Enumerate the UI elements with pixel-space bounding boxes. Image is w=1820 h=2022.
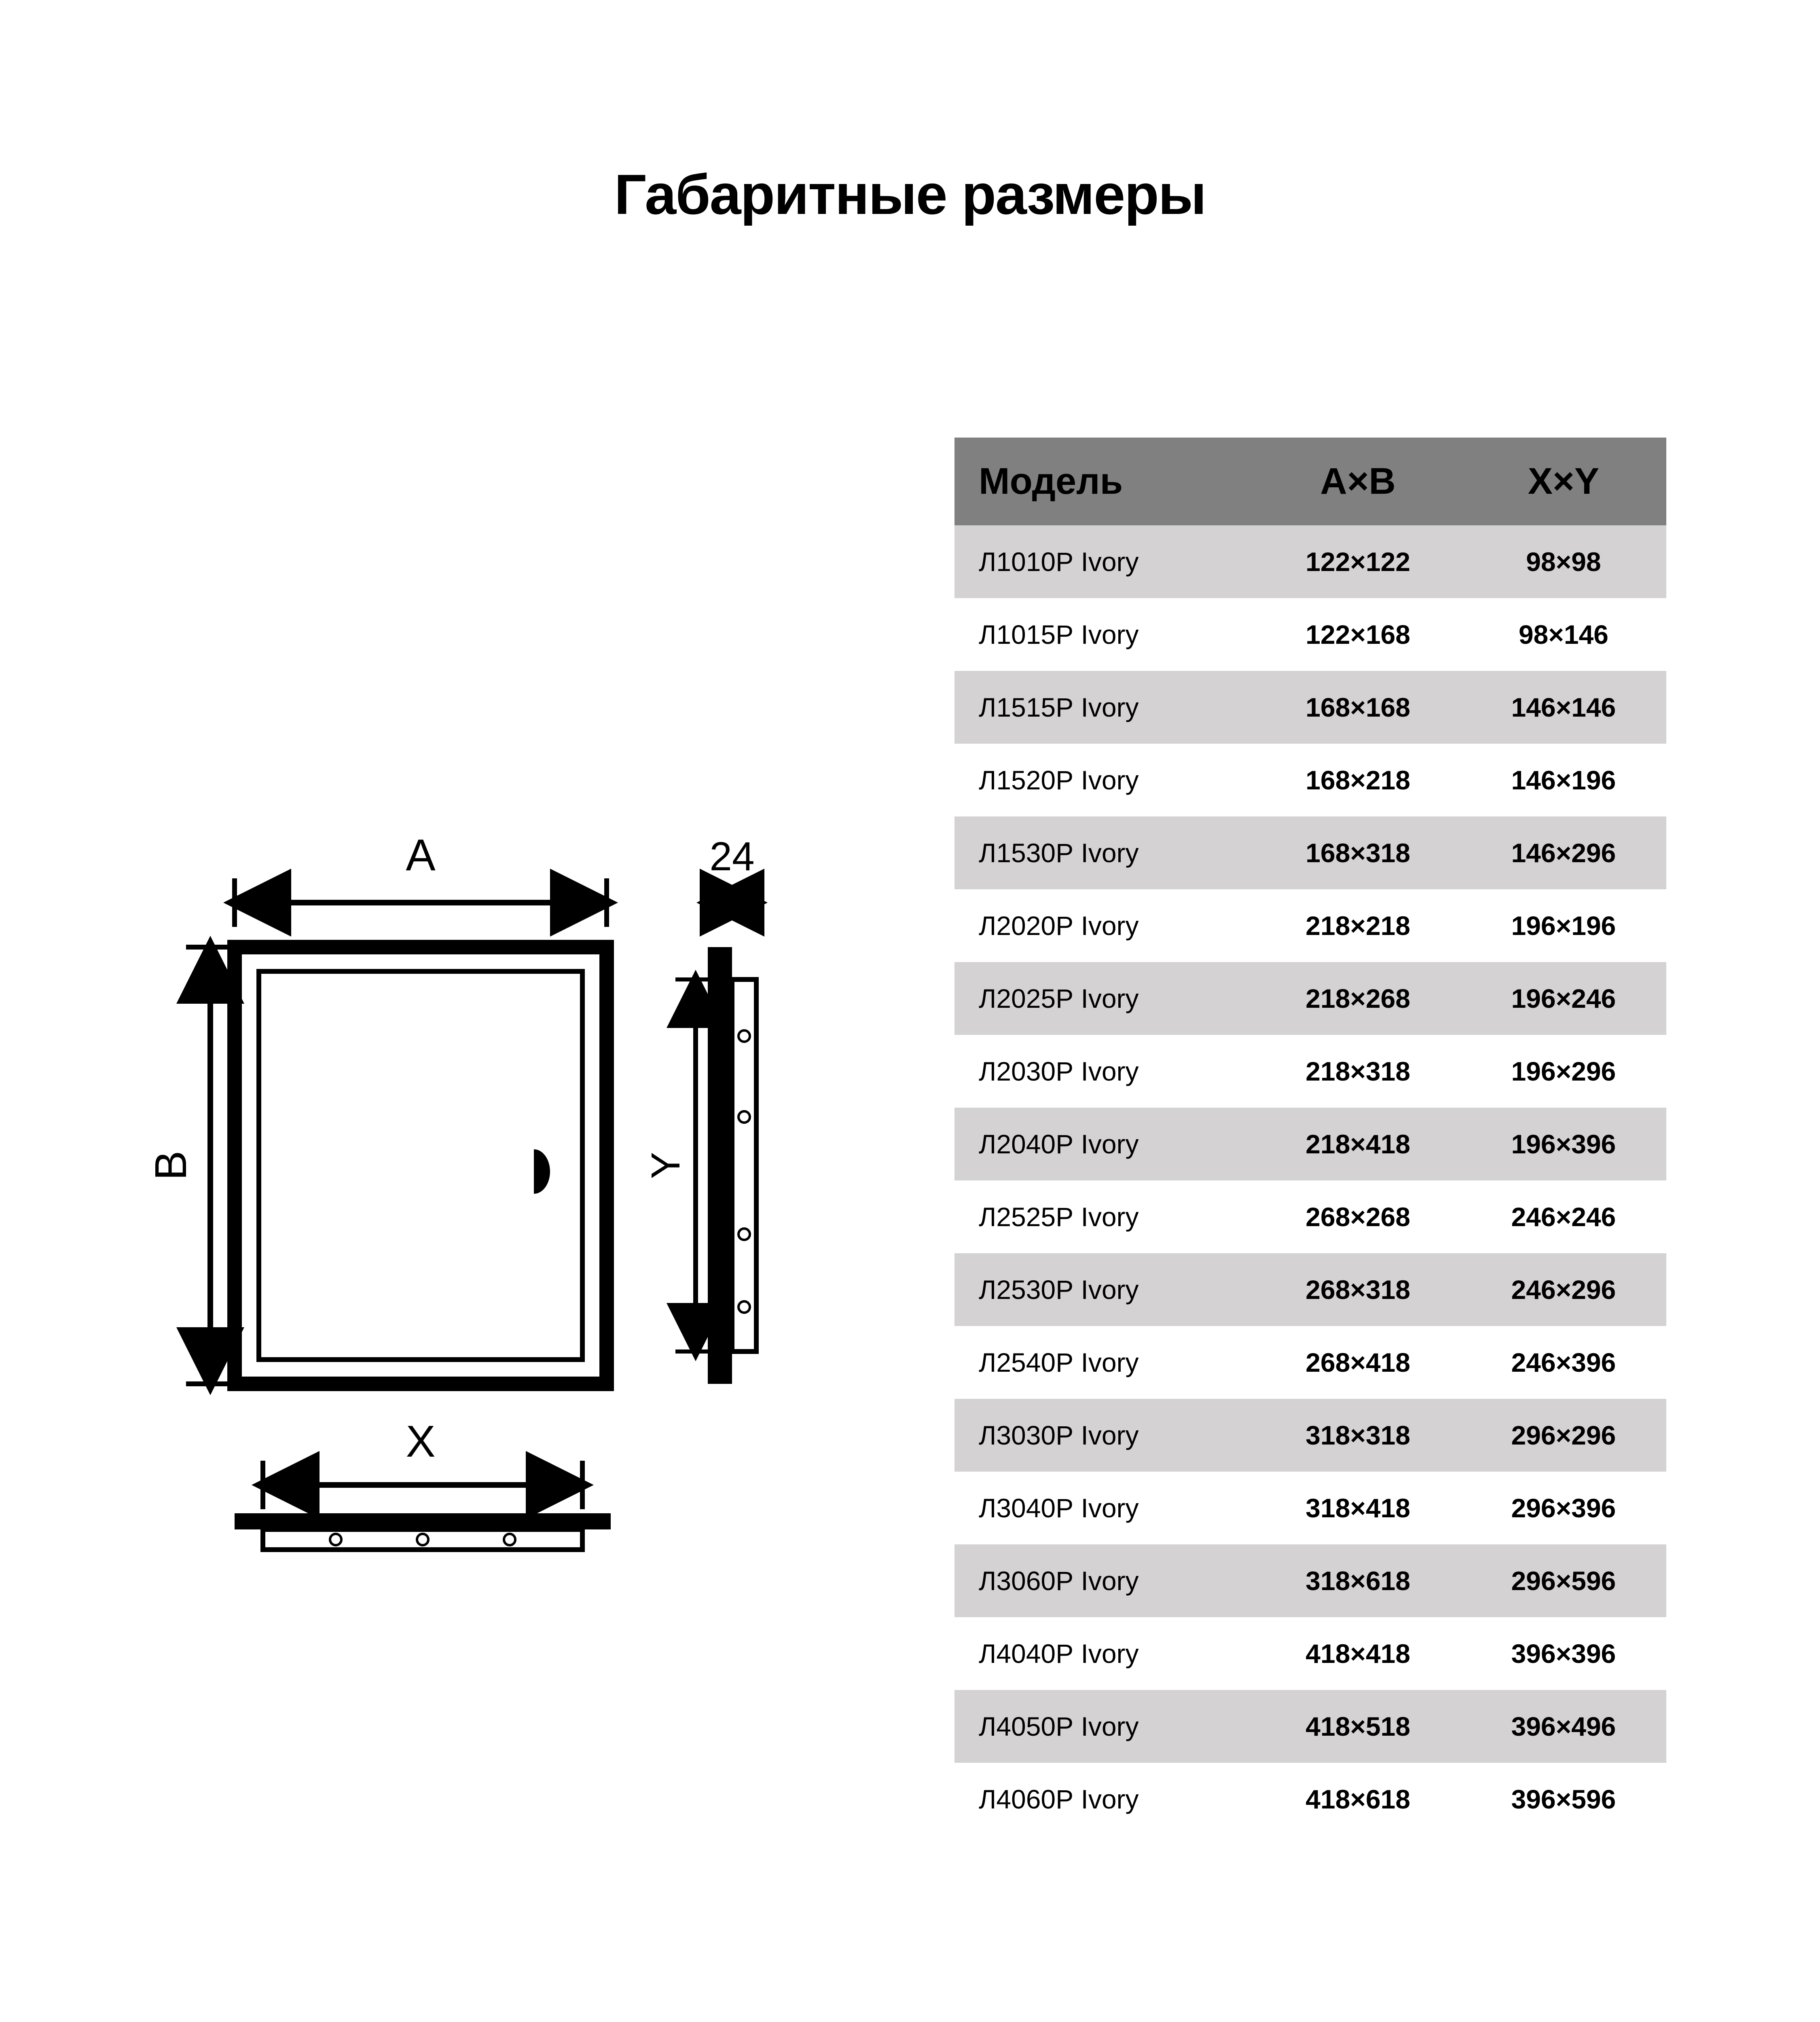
- model-cell: Л3040Р Ivory: [954, 1472, 1255, 1544]
- model-cell: Л4050Р Ivory: [954, 1690, 1255, 1763]
- label-b: B: [154, 1151, 196, 1180]
- ab-cell: 168×168: [1255, 671, 1460, 744]
- ab-cell: 168×318: [1255, 816, 1460, 889]
- table-row: Л2040Р Ivory218×418196×396: [954, 1108, 1666, 1180]
- model-cell: Л1515Р Ivory: [954, 671, 1255, 744]
- model-cell: Л1520Р Ivory: [954, 744, 1255, 816]
- xy-cell: 196×296: [1461, 1035, 1666, 1108]
- model-cell: Л2525Р Ivory: [954, 1180, 1255, 1253]
- xy-cell: 146×196: [1461, 744, 1666, 816]
- ab-cell: 122×122: [1255, 525, 1460, 598]
- table-row: Л4060Р Ivory418×618396×596: [954, 1763, 1666, 1836]
- table-row: Л1520Р Ivory168×218146×196: [954, 744, 1666, 816]
- label-x: X: [406, 1417, 435, 1466]
- xy-cell: 246×246: [1461, 1180, 1666, 1253]
- xy-cell: 296×396: [1461, 1472, 1666, 1544]
- model-cell: Л3060Р Ivory: [954, 1544, 1255, 1617]
- ab-cell: 418×618: [1255, 1763, 1460, 1836]
- ab-cell: 218×418: [1255, 1108, 1460, 1180]
- label-a: A: [406, 830, 436, 880]
- table-header-row: Модель A×B X×Y: [954, 438, 1666, 525]
- model-cell: Л3030Р Ivory: [954, 1399, 1255, 1472]
- table-row: Л1010Р Ivory122×12298×98: [954, 525, 1666, 598]
- table-row: Л4050Р Ivory418×518396×496: [954, 1690, 1666, 1763]
- table-row: Л2025Р Ivory218×268196×246: [954, 962, 1666, 1035]
- xy-cell: 296×296: [1461, 1399, 1666, 1472]
- label-y: Y: [643, 1152, 688, 1179]
- ab-cell: 418×518: [1255, 1690, 1460, 1763]
- ab-cell: 418×418: [1255, 1617, 1460, 1690]
- ab-cell: 268×418: [1255, 1326, 1460, 1399]
- model-cell: Л2020Р Ivory: [954, 889, 1255, 962]
- xy-cell: 246×396: [1461, 1326, 1666, 1399]
- model-cell: Л2530Р Ivory: [954, 1253, 1255, 1326]
- table-row: Л3030Р Ivory318×318296×296: [954, 1399, 1666, 1472]
- depth-label: 24: [709, 834, 754, 879]
- xy-cell: 246×296: [1461, 1253, 1666, 1326]
- table-row: Л3040Р Ivory318×418296×396: [954, 1472, 1666, 1544]
- diagram-column: A 24 B Y: [154, 438, 849, 1594]
- table-row: Л4040Р Ivory418×418396×396: [954, 1617, 1666, 1690]
- xy-cell: 98×98: [1461, 525, 1666, 598]
- header-model: Модель: [954, 438, 1255, 525]
- ab-cell: 218×218: [1255, 889, 1460, 962]
- page-title: Габаритные размеры: [154, 162, 1666, 227]
- table-row: Л2020Р Ivory218×218196×196: [954, 889, 1666, 962]
- ab-cell: 168×218: [1255, 744, 1460, 816]
- table-row: Л1015Р Ivory122×16898×146: [954, 598, 1666, 671]
- ab-cell: 318×418: [1255, 1472, 1460, 1544]
- table-row: Л2530Р Ivory268×318246×296: [954, 1253, 1666, 1326]
- xy-cell: 196×396: [1461, 1108, 1666, 1180]
- ab-cell: 218×318: [1255, 1035, 1460, 1108]
- xy-cell: 146×296: [1461, 816, 1666, 889]
- ab-cell: 218×268: [1255, 962, 1460, 1035]
- xy-cell: 396×396: [1461, 1617, 1666, 1690]
- xy-cell: 196×196: [1461, 889, 1666, 962]
- dimensions-table: Модель A×B X×Y Л1010Р Ivory122×12298×98Л…: [954, 438, 1666, 1836]
- table-row: Л3060Р Ivory318×618296×596: [954, 1544, 1666, 1617]
- model-cell: Л1530Р Ivory: [954, 816, 1255, 889]
- xy-cell: 146×146: [1461, 671, 1666, 744]
- xy-cell: 98×146: [1461, 598, 1666, 671]
- xy-cell: 296×596: [1461, 1544, 1666, 1617]
- model-cell: Л4060Р Ivory: [954, 1763, 1255, 1836]
- ab-cell: 318×618: [1255, 1544, 1460, 1617]
- model-cell: Л2025Р Ivory: [954, 962, 1255, 1035]
- ab-cell: 318×318: [1255, 1399, 1460, 1472]
- content-row: A 24 B Y: [154, 438, 1666, 1836]
- xy-cell: 396×496: [1461, 1690, 1666, 1763]
- ab-cell: 122×168: [1255, 598, 1460, 671]
- model-cell: Л2030Р Ivory: [954, 1035, 1255, 1108]
- model-cell: Л2040Р Ivory: [954, 1108, 1255, 1180]
- table-row: Л2540Р Ivory268×418246×396: [954, 1326, 1666, 1399]
- table-column: Модель A×B X×Y Л1010Р Ivory122×12298×98Л…: [954, 438, 1666, 1836]
- model-cell: Л1015Р Ivory: [954, 598, 1255, 671]
- model-cell: Л4040Р Ivory: [954, 1617, 1255, 1690]
- table-row: Л1515Р Ivory168×168146×146: [954, 671, 1666, 744]
- header-ab: A×B: [1255, 438, 1460, 525]
- xy-cell: 196×246: [1461, 962, 1666, 1035]
- dimension-diagram: A 24 B Y: [154, 826, 849, 1594]
- xy-cell: 396×596: [1461, 1763, 1666, 1836]
- table-row: Л2525Р Ivory268×268246×246: [954, 1180, 1666, 1253]
- ab-cell: 268×318: [1255, 1253, 1460, 1326]
- model-cell: Л2540Р Ivory: [954, 1326, 1255, 1399]
- ab-cell: 268×268: [1255, 1180, 1460, 1253]
- model-cell: Л1010Р Ivory: [954, 525, 1255, 598]
- table-row: Л1530Р Ivory168×318146×296: [954, 816, 1666, 889]
- header-xy: X×Y: [1461, 438, 1666, 525]
- table-row: Л2030Р Ivory218×318196×296: [954, 1035, 1666, 1108]
